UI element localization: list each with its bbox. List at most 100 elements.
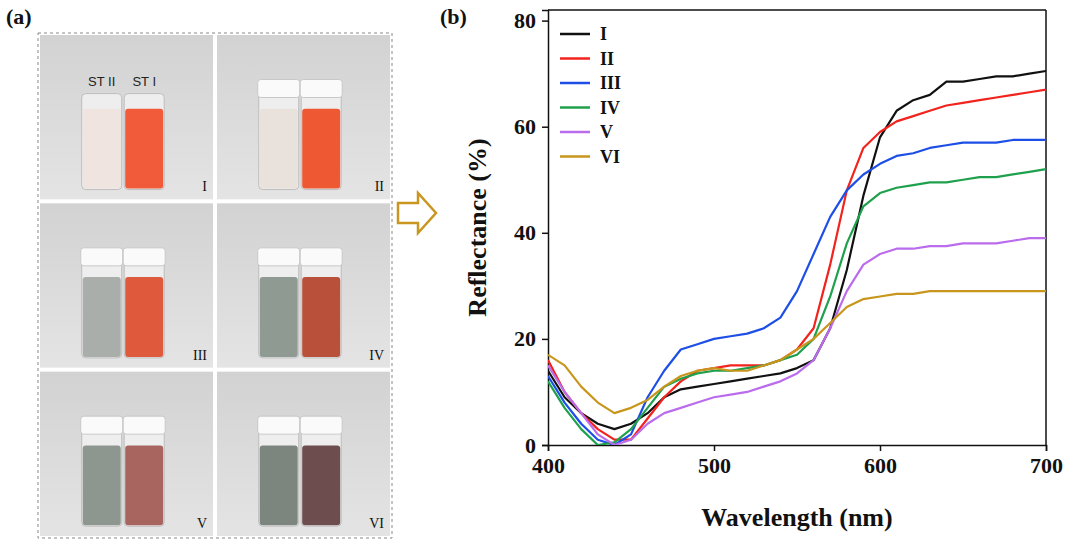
cell-background — [40, 203, 213, 367]
vial-liquid — [125, 109, 163, 189]
vial-liquid — [260, 277, 298, 357]
y-tick-mark — [542, 126, 548, 128]
legend-label: IV — [600, 98, 620, 118]
figure: (a)ST IIST IIIIIIIIVVVI(b)40050060070002… — [0, 0, 1074, 544]
legend: IIIIIIIVVVI — [560, 24, 621, 167]
x-axis-line — [549, 446, 1047, 452]
sample-label: II — [375, 179, 385, 194]
legend-swatch — [560, 33, 590, 36]
x-axis: 400 500 600 700 — [532, 445, 1063, 478]
sample-label: V — [197, 516, 207, 531]
vial-liquid — [302, 277, 340, 357]
cell-background — [217, 35, 390, 199]
y-tick: 40 — [514, 220, 548, 245]
y-tick-label: 80 — [514, 8, 536, 33]
y-tick-mark — [542, 445, 548, 447]
panel-label: (a) — [6, 4, 32, 29]
series-line — [548, 169, 1046, 445]
y-tick: 0 — [525, 433, 548, 458]
vial-glass — [259, 420, 299, 526]
vial-glass — [124, 420, 164, 526]
vial-glass — [259, 252, 299, 358]
vial-liquid — [260, 445, 298, 525]
vial-cap — [258, 416, 300, 434]
vial-liquid — [302, 445, 340, 525]
sample-label: VI — [369, 516, 384, 531]
x-tick-mark — [1046, 445, 1048, 451]
vial-cap — [258, 248, 300, 266]
cell-background — [217, 203, 390, 367]
series-line — [548, 238, 1046, 445]
x-tick: 500 — [698, 445, 731, 478]
x-tick-label: 600 — [864, 453, 897, 478]
legend-swatch — [560, 106, 590, 109]
plot-lines — [548, 71, 1046, 445]
legend-swatch — [560, 82, 590, 85]
vial-cap — [81, 248, 123, 266]
photo-panel: (a)ST IIST IIIIIIIIVVVI — [6, 4, 392, 538]
photo-frame — [38, 33, 392, 538]
vial-glass — [301, 84, 341, 190]
x-tick-label: 700 — [1030, 453, 1063, 478]
y-axis: 0 20 40 60 80 — [514, 8, 549, 457]
y-tick-label: 0 — [525, 433, 536, 458]
vial-label: ST II — [88, 74, 115, 89]
y-tick: 80 — [514, 8, 548, 33]
vial-cap — [300, 80, 342, 98]
legend-swatch — [560, 131, 590, 134]
vial-glass — [82, 252, 122, 358]
y-tick: 20 — [514, 326, 548, 351]
vial-liquid — [83, 445, 121, 525]
frame-top — [548, 9, 1046, 11]
legend-label: II — [600, 49, 614, 69]
sample-label: I — [202, 179, 207, 194]
legend-label: VI — [600, 147, 620, 167]
legend-label: III — [600, 73, 621, 93]
x-tick-mark — [880, 445, 882, 451]
photo-cell: ST IIST II — [40, 35, 213, 199]
vial-label: ST I — [132, 74, 156, 89]
x-axis-title: Wavelength (nm) — [701, 503, 892, 532]
x-tick-label: 400 — [532, 453, 565, 478]
vial-liquid — [125, 277, 163, 357]
chart-panel: (b)400500600700020406080Wavelength (nm)R… — [440, 4, 1063, 532]
vial-glass — [259, 84, 299, 190]
vial-liquid — [260, 109, 298, 189]
x-tick: 400 — [532, 445, 565, 478]
y-axis-line — [542, 11, 549, 446]
vial-cap — [123, 248, 165, 266]
vial-cap — [123, 416, 165, 434]
x-tick: 700 — [1030, 445, 1063, 478]
sample-label: III — [193, 348, 207, 363]
y-tick-mark — [542, 339, 548, 341]
vial-liquid — [125, 445, 163, 525]
y-tick-mark — [542, 233, 548, 235]
cell-background — [40, 372, 213, 536]
vial-cap — [81, 416, 123, 434]
cell-background — [217, 372, 390, 536]
y-tick: 60 — [514, 114, 548, 139]
photo-cell: VI — [217, 372, 390, 536]
frame-right — [1045, 10, 1047, 445]
panel-label: (b) — [440, 4, 467, 29]
legend-swatch — [560, 155, 590, 158]
y-tick-mark — [542, 20, 548, 22]
cell-background — [40, 35, 213, 199]
series-line — [548, 140, 1046, 445]
vial-cap — [300, 416, 342, 434]
vial-glass — [82, 420, 122, 526]
legend-label: I — [600, 24, 607, 44]
series-line — [548, 71, 1046, 429]
x-tick: 600 — [864, 445, 897, 478]
x-tick-label: 500 — [698, 453, 731, 478]
vial-liquid — [83, 277, 121, 357]
photo-cell: II — [217, 35, 390, 199]
y-tick-label: 60 — [514, 114, 536, 139]
arrow — [398, 193, 436, 233]
y-tick-label: 20 — [514, 326, 536, 351]
vial-cap — [258, 80, 300, 98]
vial-glass — [301, 420, 341, 526]
legend-swatch — [560, 57, 590, 60]
vial-liquid — [302, 109, 340, 189]
vial-glass — [82, 94, 122, 190]
